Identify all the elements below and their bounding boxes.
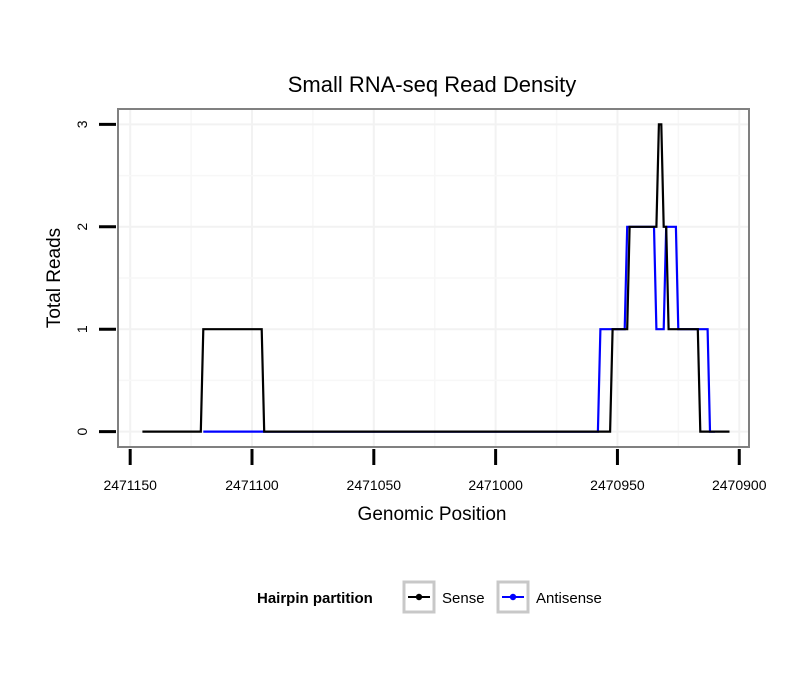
chart-title: Small RNA-seq Read Density	[288, 72, 577, 97]
x-axis-label: Genomic Position	[358, 504, 507, 525]
legend-title: Hairpin partition	[257, 590, 373, 607]
y-tick-label: 0	[74, 428, 90, 436]
y-axis-label: Total Reads	[44, 228, 65, 328]
y-axis: 0 1 2 3	[74, 120, 116, 436]
x-tick-label: 2470900	[712, 477, 767, 493]
plot-panel-border	[117, 108, 750, 448]
x-tick-label: 2471050	[347, 477, 402, 493]
x-axis: 2471150 2471100 2471050 2471000 2470950 24709…	[103, 449, 767, 493]
y-tick-label: 3	[74, 120, 90, 128]
legend-key-point	[509, 593, 517, 601]
legend-label-antisense: Antisense	[536, 590, 602, 607]
x-tick-label: 2470950	[590, 477, 645, 493]
x-tick-label: 2471150	[103, 477, 157, 493]
y-tick-label: 1	[74, 325, 90, 333]
series-layer	[142, 123, 730, 433]
series-line-sense	[142, 123, 730, 433]
x-tick-label: 2471000	[468, 477, 523, 493]
legend: Hairpin partition Sense Antisense	[257, 580, 602, 614]
y-tick-label: 2	[74, 223, 90, 231]
legend-label-sense: Sense	[442, 590, 485, 607]
x-tick-label: 2471100	[225, 477, 279, 493]
legend-key-point	[415, 593, 423, 601]
